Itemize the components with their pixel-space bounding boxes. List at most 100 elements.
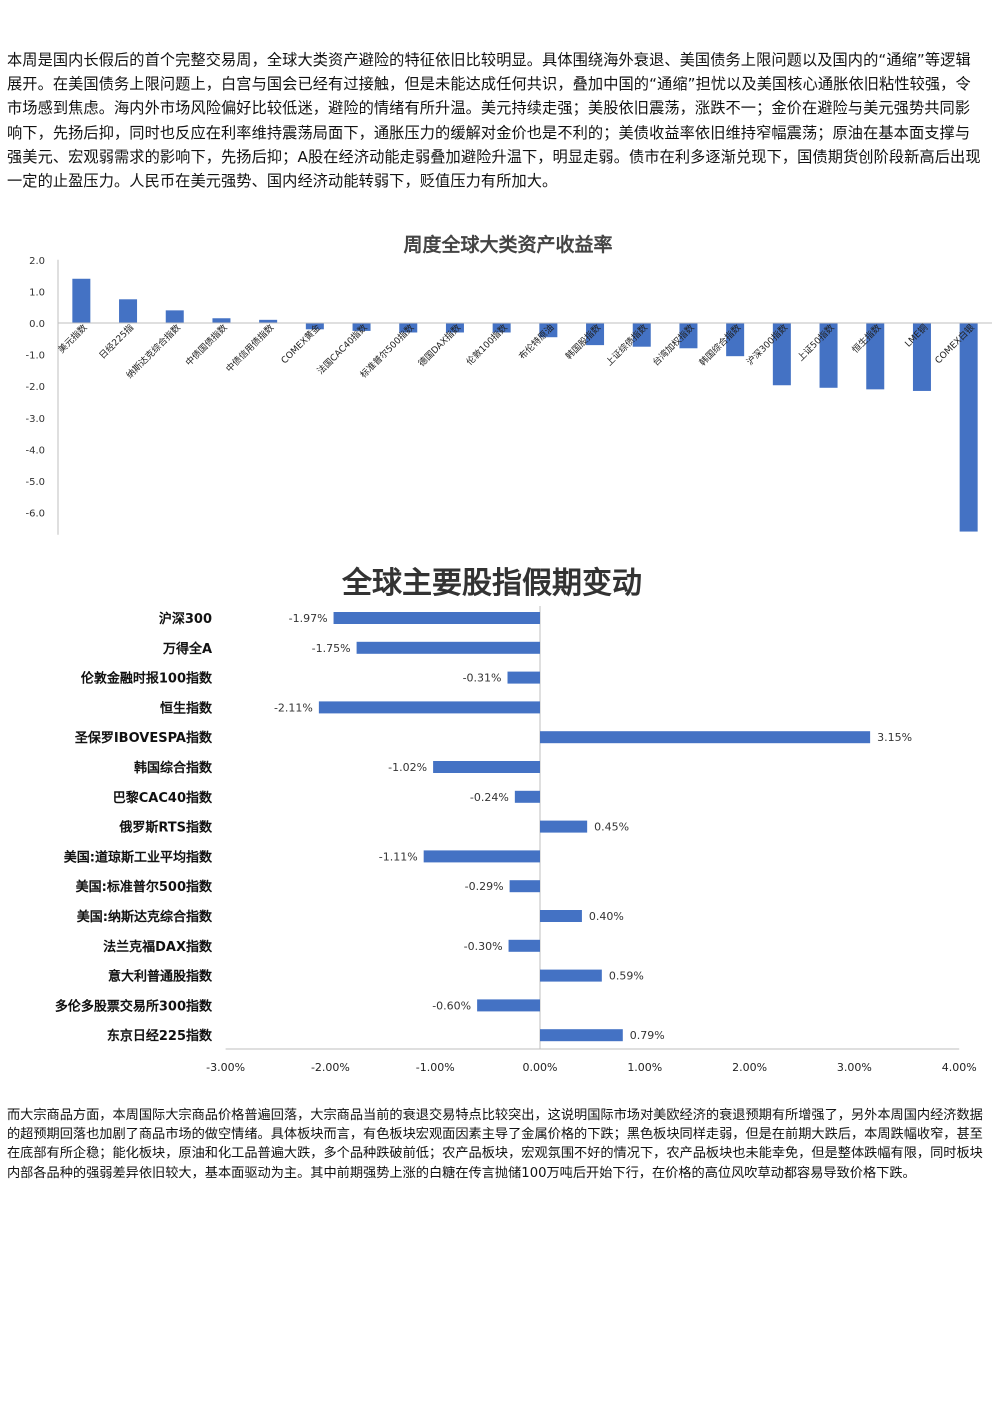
y-tick-label: 0.0 [29, 319, 45, 330]
bar [507, 671, 540, 684]
bar [72, 278, 91, 323]
data-label: 0.45% [594, 821, 629, 834]
x-axis-ticks: -3.00% -2.00% -1.00% 0.00% 1.00% 2.00% 3.00% 4.… [206, 1061, 977, 1074]
y-tick-label: 1.0 [29, 287, 45, 298]
bar [509, 880, 540, 893]
data-label: -1.11% [379, 850, 418, 863]
category-label: 韩国综合指数 [134, 760, 213, 776]
category-label: 巴黎CAC40指数 [113, 790, 213, 806]
x-category-label: 德国DAX指数 [416, 322, 463, 369]
x-tick-label: 1.00% [627, 1061, 662, 1074]
bar [165, 310, 184, 323]
y-tick-label: -2.0 [25, 382, 45, 393]
bar [305, 323, 324, 330]
data-label: -1.75% [312, 642, 351, 655]
bar [540, 969, 602, 982]
data-label: -1.97% [289, 612, 328, 625]
y-axis-ticks: 2.0 1.0 0.0 -1.0 -2.0 -3.0 -4.0 -5.0 -6.0 [25, 256, 59, 535]
category-label: 伦敦金融时报100指数 [81, 671, 213, 687]
category-label: 东京日经225指数 [107, 1028, 213, 1044]
bar [445, 323, 464, 333]
bar [540, 1029, 623, 1042]
global-indices-holiday-change-chart: 全球主要股指假期变动 沪深300 万得全A 伦敦金融时报100指数恒生指数圣保罗IB… [55, 566, 977, 1074]
bar [212, 318, 231, 323]
data-labels: -1.97% -1.75% -0.31% -2.11% 3.15% -1.02% -0.24… [274, 612, 912, 1042]
bar [492, 323, 511, 333]
bar [912, 323, 931, 391]
bar [514, 790, 540, 803]
x-category-label: 伦敦100指数 [464, 322, 510, 368]
category-label: 美国:纳斯达克综合指数 [77, 909, 213, 925]
chart-title: 周度全球大类资产收益率 [403, 233, 612, 256]
data-label: -0.30% [464, 940, 503, 953]
data-label: 0.40% [589, 910, 624, 923]
bar [399, 323, 418, 333]
bar [540, 731, 871, 744]
chart-title: 全球主要股指假期变动 [341, 566, 642, 601]
intro-paragraph: 本周是国内长假后的首个完整交易周，全球大类资产避险的特征依旧比较明显。具体围绕海… [7, 51, 981, 191]
bar [423, 850, 540, 863]
bar [540, 820, 588, 833]
category-label: 美国:道琼斯工业平均指数 [64, 849, 213, 865]
category-label: 恒生指数 [160, 700, 213, 716]
bar [508, 939, 540, 952]
category-label: 俄罗斯RTS指数 [118, 820, 213, 836]
bar [726, 323, 745, 357]
x-category-label: 中债信用债指数 [223, 322, 276, 375]
y-tick-label: -3.0 [25, 414, 45, 425]
data-label: -0.60% [432, 999, 471, 1012]
x-category-label: COMEX黄金 [278, 322, 323, 367]
bars [72, 278, 978, 532]
data-label: -0.29% [465, 880, 504, 893]
bar [356, 641, 540, 654]
y-tick-label: -4.0 [25, 445, 45, 456]
bar [540, 910, 582, 922]
x-category-label: 中债国债指数 [183, 322, 230, 369]
bar [586, 323, 605, 346]
y-tick-label: -6.0 [25, 509, 45, 520]
data-label: 0.59% [609, 970, 644, 983]
commodities-paragraph: 而大宗商品方面，本周国际大宗商品价格普遍回落，大宗商品当前的衰退交易特点比较突出… [7, 1108, 983, 1181]
category-label: 万得全A [162, 641, 212, 657]
bar [433, 761, 540, 773]
data-label: 0.79% [630, 1029, 665, 1042]
bar [259, 319, 278, 323]
x-tick-label: -3.00% [206, 1061, 245, 1074]
x-category-label: 日经225指 [96, 322, 136, 362]
data-label: -2.11% [274, 701, 313, 714]
bar [539, 323, 558, 338]
x-category-label: 美元指数 [56, 322, 90, 356]
data-label: -0.24% [470, 791, 509, 804]
y-tick-label: -5.0 [25, 477, 45, 488]
data-label: -0.31% [463, 672, 502, 685]
bar [819, 323, 838, 388]
category-label: 美国:标准普尔500指数 [76, 879, 213, 895]
category-label: 法兰克福DAX指数 [103, 939, 213, 955]
category-label: 多伦多股票交易所300指数 [55, 998, 213, 1014]
x-tick-label: 3.00% [837, 1061, 872, 1074]
x-tick-label: 4.00% [942, 1061, 977, 1074]
category-label: 圣保罗IBOVESPA指数 [75, 730, 213, 746]
bar [772, 323, 791, 386]
category-label: 沪深300 [159, 611, 212, 627]
category-labels: 沪深300 万得全A 伦敦金融时报100指数恒生指数圣保罗IBOVESPA指数韩国综… [55, 611, 213, 1044]
bar [477, 999, 540, 1012]
bar [679, 323, 698, 349]
x-category-label: 布伦特原油 [516, 322, 556, 362]
bar [866, 323, 885, 390]
x-axis [225, 606, 960, 1050]
y-tick-label: -1.0 [25, 351, 45, 362]
x-tick-label: 0.00% [523, 1061, 558, 1074]
x-tick-label: -1.00% [416, 1061, 455, 1074]
x-tick-label: 2.00% [732, 1061, 767, 1074]
y-tick-label: 2.0 [29, 256, 45, 267]
data-label: -1.02% [388, 761, 427, 774]
bar [318, 701, 540, 714]
bars [318, 612, 871, 1042]
x-tick-label: -2.00% [311, 1061, 350, 1074]
bar [119, 299, 138, 323]
data-label: 3.15% [877, 731, 912, 744]
category-label: 意大利普通股指数 [108, 969, 213, 985]
weekly-asset-returns-chart: 周度全球大类资产收益率 2.0 1.0 0.0 -1.0 -2.0 -3.0 -4.0 -5.… [25, 233, 992, 535]
